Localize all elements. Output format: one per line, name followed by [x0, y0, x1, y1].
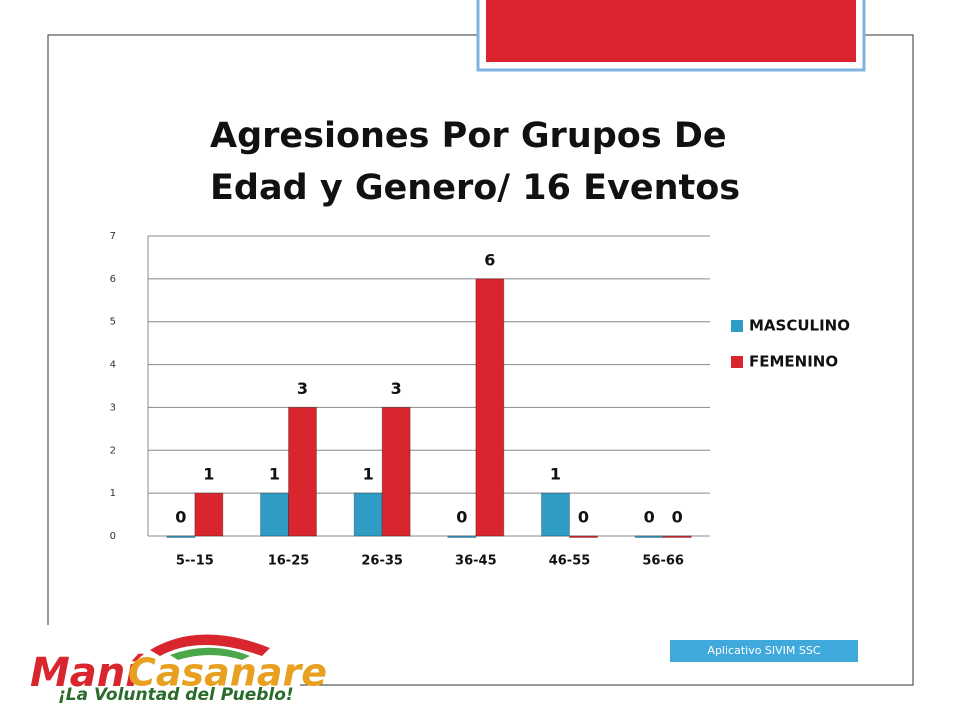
legend-swatch — [731, 320, 743, 332]
x-tick-label: 26-35 — [361, 554, 403, 569]
bar — [194, 492, 224, 537]
x-tick-label: 46-55 — [549, 554, 591, 569]
data-label: 0 — [175, 508, 186, 527]
y-tick-label: 4 — [110, 360, 116, 371]
logo-name-b: Casanare — [128, 651, 327, 695]
data-label: 3 — [391, 379, 402, 398]
badge-text: Aplicativo SIVIM SSC — [707, 644, 820, 657]
x-tick-label: 16-25 — [268, 554, 310, 569]
data-label: 1 — [203, 465, 214, 484]
y-tick-label: 3 — [110, 402, 116, 413]
y-tick-label: 2 — [110, 445, 116, 456]
x-tick-label: 5--15 — [176, 554, 214, 569]
y-tick-label: 1 — [110, 488, 116, 499]
data-label: 1 — [269, 465, 280, 484]
bar — [634, 535, 664, 538]
y-tick-label: 5 — [110, 317, 116, 328]
legend-label: MASCULINO — [749, 317, 850, 335]
header-red — [486, 0, 856, 62]
bar — [569, 535, 598, 538]
y-tick-label: 6 — [110, 274, 116, 285]
bar — [166, 535, 196, 538]
data-label: 0 — [456, 508, 467, 527]
data-label: 3 — [297, 379, 308, 398]
data-label: 0 — [644, 508, 655, 527]
data-label: 0 — [578, 508, 589, 527]
x-tick-label: 56-66 — [642, 554, 684, 569]
legend-label: FEMENINO — [749, 353, 838, 371]
bar — [353, 492, 383, 537]
data-label: 1 — [550, 465, 561, 484]
logo-arc — [150, 634, 270, 656]
x-tick-label: 36-45 — [455, 554, 497, 569]
logo-bg — [0, 625, 300, 720]
data-label: 0 — [672, 508, 683, 527]
bar — [447, 535, 477, 538]
bar — [541, 492, 570, 537]
chart-title: Agresiones Por Grupos De Edad y Genero/ … — [210, 116, 741, 208]
y-tick-label: 7 — [110, 231, 116, 242]
data-label: 1 — [363, 465, 374, 484]
bar — [475, 278, 505, 537]
bar — [260, 492, 289, 537]
badge — [670, 640, 858, 662]
logo-arc2 — [170, 647, 250, 660]
logo-name-a: Maní — [30, 650, 144, 696]
y-tick-label: 0 — [110, 531, 116, 542]
data-label: 6 — [484, 250, 495, 269]
legend-swatch — [731, 356, 743, 368]
logo-slogan: ¡La Voluntad del Pueblo! — [58, 685, 294, 705]
bar — [288, 406, 317, 537]
bar — [381, 406, 411, 537]
bar — [662, 535, 692, 538]
